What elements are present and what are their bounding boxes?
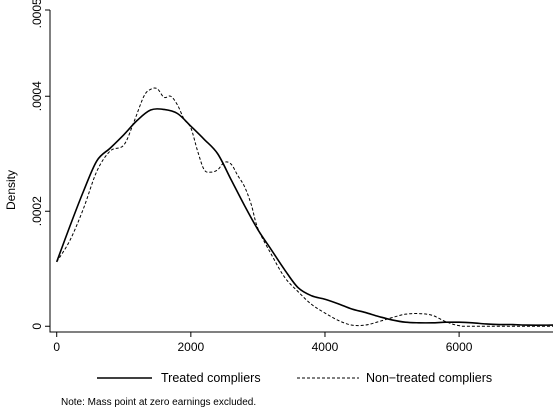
legend-label-non-treated: Non−treated compliers	[366, 371, 492, 385]
x-tick-label: 0	[53, 340, 60, 354]
y-axis: 0 .0002 .0004 .00055	[30, 0, 50, 330]
y-tick-label: 0	[30, 323, 44, 330]
x-tick-label: 6000	[446, 340, 473, 354]
chart-note: Note: Mass point at zero earnings exclud…	[61, 397, 256, 408]
x-tick-label: 2000	[177, 340, 204, 354]
y-axis-title: Density	[4, 170, 18, 210]
y-tick-label: .00055	[30, 0, 44, 28]
legend-label-treated: Treated compliers	[161, 371, 261, 385]
y-tick-label: .0002	[30, 196, 44, 226]
axis-frame	[49, 10, 553, 333]
x-tick-label: 4000	[312, 340, 339, 354]
x-axis: 0 2000 4000 6000	[53, 332, 473, 354]
series-line-non-treated	[56, 87, 553, 327]
legend: Treated compliers Non−treated compliers	[97, 371, 492, 385]
plot-area	[49, 10, 553, 333]
y-tick-label: .0004	[30, 81, 44, 111]
series-line-treated	[55, 108, 553, 326]
